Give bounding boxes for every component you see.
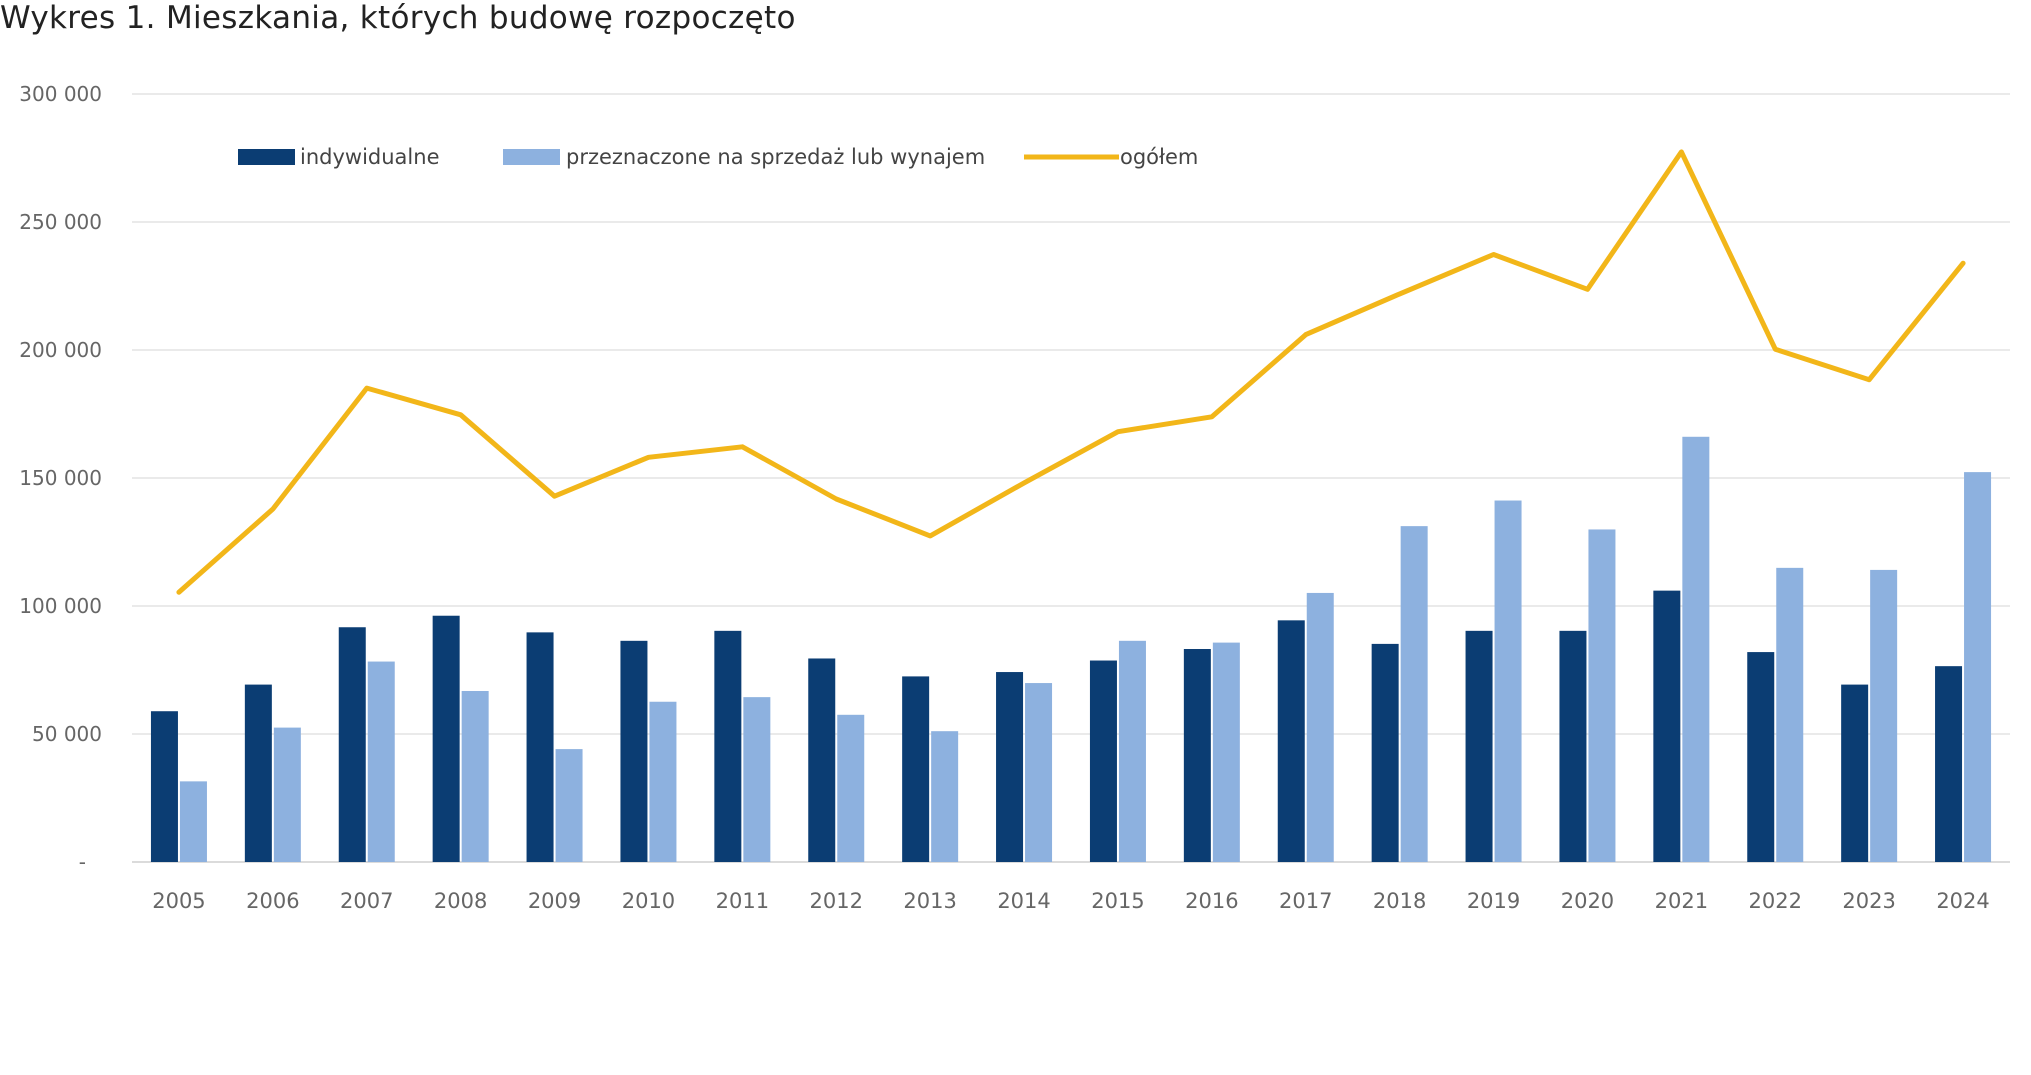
- bar-sprzedaz-wynajem: [743, 697, 771, 862]
- x-tick-label: 2023: [1842, 889, 1895, 913]
- bar-indywidualne: [1747, 652, 1775, 862]
- legend-swatch: [503, 149, 560, 165]
- bar-sprzedaz-wynajem: [837, 714, 865, 862]
- x-tick-label: 2009: [528, 889, 581, 913]
- bar-sprzedaz-wynajem: [1776, 567, 1804, 862]
- bar-indywidualne: [1277, 620, 1305, 862]
- x-axis: 2005 2006 2007 2008 2009 2010 2011 2012 2013 2014…: [152, 889, 1990, 913]
- bar-indywidualne: [526, 632, 554, 862]
- x-tick-label: 2020: [1561, 889, 1614, 913]
- bar-sprzedaz-wynajem: [1494, 500, 1522, 862]
- bar-indywidualne: [1465, 630, 1493, 862]
- x-tick-label: 2014: [997, 889, 1050, 913]
- x-tick-label: 2005: [152, 889, 205, 913]
- bar-sprzedaz-wynajem: [1588, 529, 1616, 862]
- bar-sprzedaz-wynajem: [1306, 592, 1334, 862]
- grid-lines: [132, 93, 2010, 863]
- bar-sprzedaz-wynajem: [1682, 436, 1710, 862]
- bar-indywidualne: [902, 676, 930, 862]
- x-tick-label: 2012: [810, 889, 863, 913]
- y-tick-label: -: [79, 850, 86, 874]
- bar-indywidualne: [1371, 643, 1399, 862]
- bar-sprzedaz-wynajem: [273, 727, 301, 862]
- x-tick-label: 2021: [1655, 889, 1708, 913]
- y-tick-label: 100 000: [19, 594, 102, 618]
- bar-sprzedaz-wynajem: [1025, 683, 1053, 862]
- bar-sprzedaz-wynajem: [931, 731, 959, 862]
- line-ogolem: [176, 149, 1966, 595]
- bar-indywidualne: [1559, 630, 1587, 862]
- bar-sprzedaz-wynajem: [555, 749, 583, 862]
- y-axis: - 50 000 100 000 150 000 200 000 250 000 300 0…: [19, 82, 102, 874]
- bar-sprzedaz-wynajem: [367, 661, 395, 862]
- bar-indywidualne: [1841, 684, 1869, 862]
- x-tick-label: 2024: [1936, 889, 1989, 913]
- bar-indywidualne: [1183, 649, 1211, 862]
- bar-sprzedaz-wynajem: [1118, 640, 1146, 862]
- bar-indywidualne: [620, 640, 648, 862]
- bar-indywidualne: [150, 711, 178, 862]
- y-tick-label: 200 000: [19, 338, 102, 362]
- bar-indywidualne: [338, 627, 366, 862]
- bar-indywidualne: [714, 630, 742, 862]
- x-tick-label: 2007: [340, 889, 393, 913]
- bar-series: [150, 436, 1992, 862]
- bar-indywidualne: [244, 684, 272, 862]
- bar-indywidualne: [1935, 666, 1963, 862]
- y-tick-label: 150 000: [19, 466, 102, 490]
- bar-sprzedaz-wynajem: [461, 690, 489, 862]
- bar-indywidualne: [808, 658, 836, 862]
- y-tick-label: 300 000: [19, 82, 102, 106]
- legend-swatch: [238, 149, 295, 165]
- x-tick-label: 2016: [1185, 889, 1238, 913]
- x-tick-label: 2013: [903, 889, 956, 913]
- bar-indywidualne: [1653, 590, 1681, 862]
- bar-sprzedaz-wynajem: [649, 701, 677, 862]
- legend: indywidualne przeznaczone na sprzedaż lub…: [238, 145, 1198, 169]
- legend-label: przeznaczone na sprzedaż lub wynajem: [566, 145, 985, 169]
- total-line-series: [176, 149, 1966, 595]
- x-tick-label: 2008: [434, 889, 487, 913]
- x-tick-label: 2022: [1749, 889, 1802, 913]
- y-tick-label: 250 000: [19, 210, 102, 234]
- bar-sprzedaz-wynajem: [1964, 472, 1992, 862]
- bar-sprzedaz-wynajem: [1870, 569, 1898, 862]
- bar-sprzedaz-wynajem: [1400, 526, 1428, 862]
- y-tick-label: 50 000: [32, 722, 102, 746]
- bar-sprzedaz-wynajem: [179, 781, 207, 862]
- bar-indywidualne: [996, 672, 1024, 862]
- x-tick-label: 2010: [622, 889, 675, 913]
- bar-indywidualne: [432, 615, 460, 862]
- x-tick-label: 2015: [1091, 889, 1144, 913]
- x-tick-label: 2017: [1279, 889, 1332, 913]
- x-tick-label: 2011: [716, 889, 769, 913]
- x-tick-label: 2018: [1373, 889, 1426, 913]
- legend-label: ogółem: [1120, 145, 1198, 169]
- chart-title: Wykres 1. Mieszkania, których budowę roz…: [0, 0, 796, 36]
- legend-label: indywidualne: [300, 145, 439, 169]
- x-tick-label: 2006: [246, 889, 299, 913]
- x-tick-label: 2019: [1467, 889, 1520, 913]
- bar-indywidualne: [1089, 660, 1117, 862]
- bar-sprzedaz-wynajem: [1212, 642, 1240, 862]
